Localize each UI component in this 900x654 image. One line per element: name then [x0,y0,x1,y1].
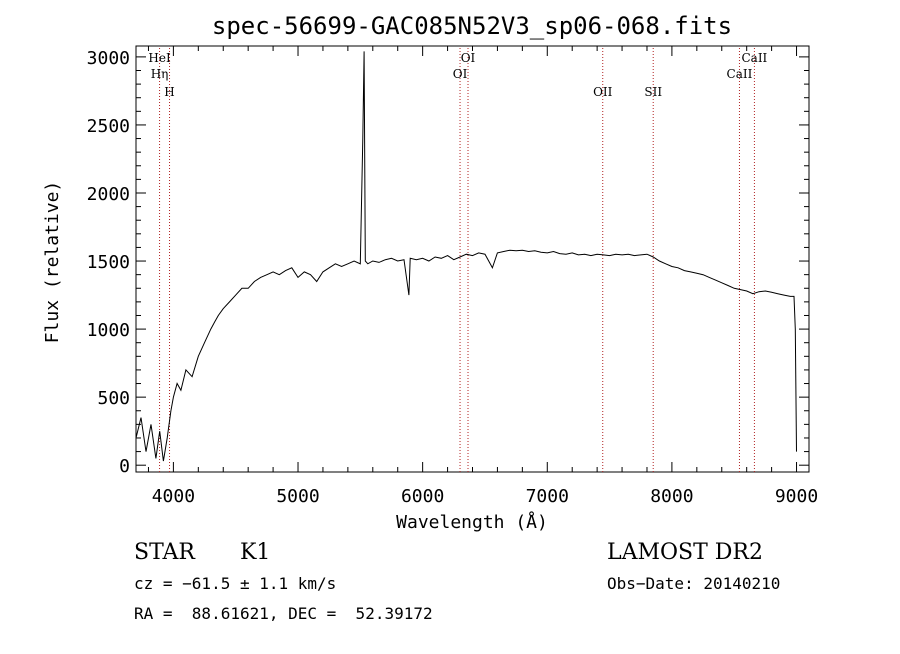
line-marker-label: H [164,85,174,99]
y-tick-label: 2500 [87,116,130,137]
annotation-lines [159,48,755,472]
y-tick-label: 3000 [87,48,130,69]
line-marker-label: OII [593,85,613,99]
plot-frame [135,45,810,473]
annotation-labels: HeI Hη H OI OI OII SII CaII CaII [148,51,767,99]
line-marker-label: SII [644,85,662,99]
object-subclass: K1 [240,540,271,565]
y-tick-label: 1000 [87,320,130,341]
object-class: STAR [134,540,195,565]
y-tick-label: 0 [119,456,130,477]
y-tick-label: 500 [97,388,130,409]
obs-date-line: Obs−Date: 20140210 [607,574,781,593]
survey-label: LAMOST DR2 [607,540,763,565]
chart-title: spec-56699-GAC085N52V3_sp06-068.fits [212,12,732,40]
x-tick-label: 4000 [152,486,195,507]
x-axis-label: Wavelength (Å) [396,511,548,533]
cz-line: cz = −61.5 ± 1.1 km/s [134,574,337,593]
line-marker-label: OI [453,67,468,81]
spectrum-series-line [135,51,797,462]
x-tick-label: 5000 [276,486,319,507]
radec-line: RA = 88.61621, DEC = 52.39172 [134,604,433,623]
x-tick-label: 6000 [401,486,444,507]
line-marker-label: HeI [148,51,171,65]
line-marker-label: Hη [151,67,169,81]
x-tick-label: 8000 [650,486,693,507]
line-marker-label: CaII [727,67,753,81]
y-axis-label: Flux (relative) [42,181,63,344]
line-marker-label: OI [461,51,476,65]
x-tick-label: 7000 [526,486,569,507]
x-tick-label: 9000 [775,486,818,507]
line-marker-label: CaII [741,51,767,65]
y-axis-ticks: 0 500 1000 1500 2000 2500 3000 [87,48,809,477]
x-axis-ticks: 4000 5000 6000 7000 8000 9000 [147,46,818,507]
plot-border [135,45,810,473]
y-tick-label: 1500 [87,252,130,273]
y-tick-label: 2000 [87,184,130,205]
